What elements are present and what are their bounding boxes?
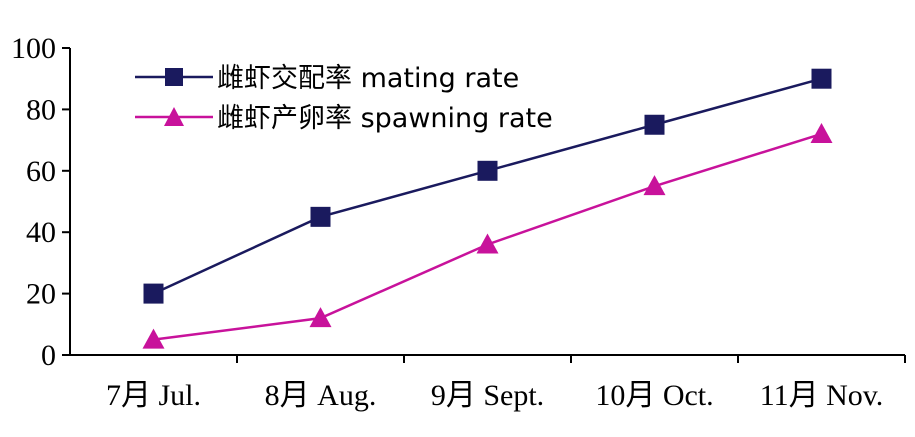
data-point-square — [477, 160, 498, 181]
legend-label-spawning: 雌虾产卵率 spawning rate — [217, 103, 553, 134]
y-tick-label: 40 — [26, 216, 56, 249]
data-point-square — [644, 114, 665, 135]
data-point-triangle — [309, 307, 332, 328]
x-axis-ticks: 7月 Jul. 8月 Aug. 9月 Sept. 10月 Oct. 11月 Nov. — [106, 355, 906, 412]
data-point-square — [811, 68, 832, 89]
y-tick-label: 20 — [26, 278, 56, 311]
data-point-square — [310, 206, 331, 227]
y-tick-label: 100 — [11, 32, 56, 65]
y-tick-label: 80 — [26, 93, 56, 126]
y-axis-ticks: 0 20 40 60 80 100 — [11, 32, 70, 372]
x-tick-label: 11月 Nov. — [760, 379, 884, 412]
y-tick-label: 60 — [26, 155, 56, 188]
legend-item-mating: 雌虾交配率 mating rate — [135, 63, 519, 94]
x-tick-label: 8月 Aug. — [265, 379, 377, 412]
x-tick-label: 7月 Jul. — [106, 379, 201, 412]
series-layer — [142, 68, 833, 349]
legend-marker-triangle — [164, 107, 184, 126]
legend-label-mating: 雌虾交配率 mating rate — [217, 63, 519, 94]
legend: 雌虾交配率 mating rate 雌虾产卵率 spawning rate — [135, 63, 553, 134]
x-tick-label: 9月 Sept. — [431, 379, 544, 412]
legend-item-spawning: 雌虾产卵率 spawning rate — [135, 103, 553, 134]
legend-marker-square — [165, 68, 183, 86]
x-tick-label: 10月 Oct. — [595, 379, 713, 412]
data-point-triangle — [810, 122, 833, 143]
data-point-square — [143, 283, 164, 304]
data-point-triangle — [643, 175, 666, 196]
data-point-triangle — [476, 233, 499, 254]
y-tick-label: 0 — [41, 339, 56, 372]
data-point-triangle — [142, 328, 165, 349]
